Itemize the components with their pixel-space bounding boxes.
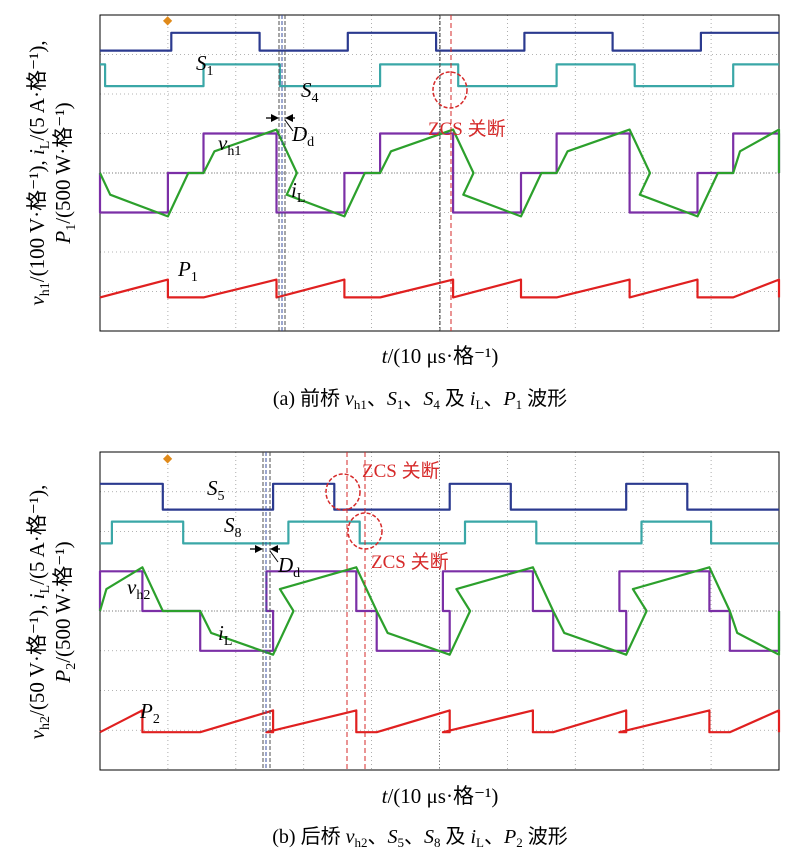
label-s1: S1 (196, 51, 214, 79)
trace-il (98, 566, 781, 656)
panel-a-traces (98, 31, 781, 299)
label-s5: S5 (207, 476, 225, 504)
trace-s8 (100, 520, 779, 545)
panel-b-grid (100, 452, 779, 770)
trace-p1 (99, 278, 781, 299)
dead-time-b: Dd (250, 545, 300, 581)
trace-s1 (100, 31, 779, 52)
trigger-marker-icon: ◆ (163, 451, 173, 465)
label-p2: P2 (139, 699, 160, 727)
zcs-circle-a (432, 71, 468, 109)
label-dd-b: Dd (277, 553, 300, 581)
label-vh1: vh1 (218, 131, 241, 159)
panel-b-caption: (b) 后桥 vh2、S5、S8 及 iL、P2 波形 (272, 825, 567, 850)
zcs-label-b1: ZCS 关断 (362, 460, 440, 482)
label-s4: S4 (301, 78, 319, 106)
label-il-b: iL (218, 621, 232, 649)
label-s8: S8 (224, 513, 242, 541)
panel-b-xlabel: t/(10 μs·格⁻¹) (382, 784, 499, 808)
dead-time-a: Dd (266, 114, 314, 150)
panel-b-traces (98, 482, 781, 734)
label-vh2: vh2 (127, 575, 150, 603)
panel-a-xlabel: t/(10 μs·格⁻¹) (382, 344, 499, 368)
panel-a-caption: (a) 前桥 vh1、S1、S4 及 iL、P1 波形 (273, 387, 567, 412)
label-il-a: iL (291, 178, 305, 206)
panel-b-ylabel-line1: vh2/(50 V·格⁻¹), iL/(5 A·格⁻¹), (25, 485, 53, 740)
trace-s5 (100, 482, 779, 511)
trace-il (99, 128, 781, 218)
trace-s4 (100, 63, 779, 88)
panel-b: ◆ S5 S8 vh2 iL P2 Dd ZCS 关断 ZCS 关断 vh2/(… (25, 451, 781, 850)
zcs-circle-b1 (325, 473, 361, 511)
zcs-circle-b2 (347, 512, 383, 550)
trace-p2 (99, 709, 781, 734)
panel-a-ylabel-line1: vh1/(100 V·格⁻¹), iL/(5 A·格⁻¹), (25, 40, 53, 305)
panel-a-ylabel-line2: P1/(500 W·格⁻¹) (51, 102, 79, 244)
trigger-marker-icon: ◆ (163, 13, 173, 27)
panel-b-ylabel-line2: P2/(500 W·格⁻¹) (51, 541, 79, 683)
panel-a: ◆ S1 S4 vh1 iL P1 Dd ZCS 关断 vh1/(100 V·格… (25, 13, 781, 412)
trace-vh1 (98, 132, 781, 214)
label-dd-a: Dd (291, 122, 314, 150)
label-p1: P1 (177, 257, 198, 285)
zcs-label-a: ZCS 关断 (428, 118, 506, 140)
zcs-label-b2: ZCS 关断 (371, 551, 449, 573)
